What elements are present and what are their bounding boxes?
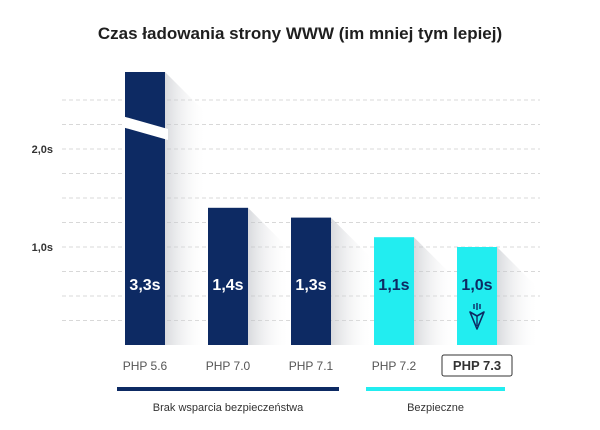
bar-value-label: 3,3s <box>129 277 160 294</box>
bar-value-label: 1,0s <box>461 277 492 294</box>
x-tick-label: PHP 7.0 <box>206 359 251 373</box>
bar-value-label: 1,3s <box>295 277 326 294</box>
bar-value-label: 1,4s <box>212 277 243 294</box>
bar <box>374 237 414 345</box>
bar-shadow <box>414 237 456 345</box>
group-bar <box>366 387 505 391</box>
bar-shadow <box>165 72 207 345</box>
bar-shadow <box>248 207 290 345</box>
x-tick-label: PHP 5.6 <box>123 359 168 373</box>
bar-shadow <box>331 217 373 345</box>
group-label: Bezpieczne <box>407 402 464 414</box>
x-axis: PHP 5.6 PHP 7.0 PHP 7.1 PHP 7.2 PHP 7.3 <box>123 354 513 377</box>
x-tick-label: PHP 7.1 <box>289 359 334 373</box>
rocket-body <box>469 311 485 330</box>
x-tick-label: PHP 7.2 <box>372 359 417 373</box>
bar <box>125 72 165 345</box>
bars: 3,3s 1,4s 1,3s 1,1s 1,0s <box>122 72 497 345</box>
group-bar <box>117 387 339 391</box>
highlight-box <box>441 354 513 377</box>
y-tick-label: 1,0s <box>32 242 53 254</box>
bar <box>457 247 497 345</box>
bar-shadows <box>165 72 539 345</box>
bar-shadow <box>497 247 539 345</box>
x-tick-label: PHP 7.3 <box>453 358 501 373</box>
bar <box>291 217 331 345</box>
y-tick-label: 2,0s <box>32 144 53 156</box>
rocket-icon <box>469 303 485 330</box>
group-label: Brak wsparcia bezpieczeństwa <box>153 402 304 414</box>
y-axis: 1,0s 2,0s <box>32 144 53 254</box>
group-legend: Brak wsparcia bezpieczeństwa Bezpieczne <box>117 387 505 414</box>
chart-title: Czas ładowania strony WWW (im mniej tym … <box>98 24 502 43</box>
bar-value-label: 1,1s <box>378 277 409 294</box>
axis-break <box>122 116 168 140</box>
bar <box>208 207 248 345</box>
